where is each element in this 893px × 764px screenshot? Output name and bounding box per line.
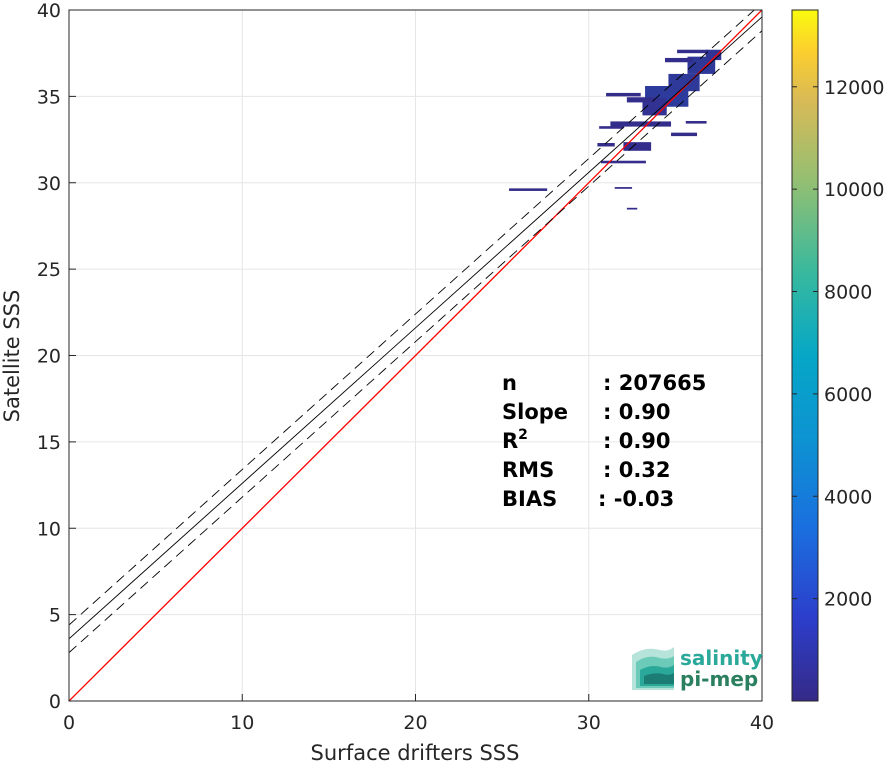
colorbar-tick-label: 12000	[824, 77, 884, 99]
density-cell	[705, 49, 722, 61]
colorbar-ticks: 2000 4000 6000 8000 10000 12000	[792, 77, 884, 611]
stat-value: : 207665	[603, 371, 706, 395]
x-axis-label: Surface drifters SSS	[311, 741, 520, 764]
colorbar-gradient	[791, 9, 819, 702]
statistics-box: n : 207665 Slope : 0.90 R2 : 0.90 RMS : 0.32 BIA…	[502, 371, 706, 511]
y-tick-label: 35	[37, 86, 61, 108]
stat-value: : -0.03	[598, 487, 674, 511]
density-cell	[685, 120, 707, 124]
x-tick-label: 30	[577, 712, 601, 734]
colorbar-tick-label: 10000	[824, 179, 884, 201]
x-tick-label: 40	[750, 712, 774, 734]
stat-label: R2	[502, 427, 528, 453]
density-cell	[597, 143, 615, 147]
density-cell	[599, 126, 624, 129]
stat-value: : 0.32	[603, 458, 671, 482]
lower-bound-line	[69, 30, 762, 653]
density-cell	[623, 142, 652, 151]
density-cell	[671, 132, 698, 137]
y-tick-label: 40	[37, 0, 61, 22]
x-tick-label: 0	[63, 712, 75, 734]
logo-line2: pi-mep	[680, 667, 758, 691]
colorbar-tick-label: 2000	[824, 589, 872, 611]
stat-value: : 0.90	[603, 400, 671, 424]
stat-label: BIAS	[502, 487, 557, 511]
stat-label: n	[502, 371, 517, 395]
y-tick-label: 20	[37, 346, 61, 368]
one-to-one-line	[69, 10, 762, 701]
stat-label: Slope	[502, 400, 568, 424]
density-cell	[626, 207, 638, 210]
y-axis-ticks: 0 5 10 15 20 25 30 35 40	[37, 0, 76, 713]
density-cell	[626, 97, 655, 103]
colorbar-tick-label: 4000	[824, 486, 872, 508]
upper-bound-line	[69, 10, 755, 626]
x-tick-label: 10	[230, 712, 254, 734]
y-tick-label: 5	[49, 605, 61, 627]
y-tick-label: 0	[49, 691, 61, 713]
regression-line	[69, 16, 762, 640]
logo-line1: salinity	[680, 646, 763, 670]
y-tick-label: 30	[37, 173, 61, 195]
stat-label: RMS	[502, 458, 554, 482]
wave-logo-icon	[632, 647, 674, 690]
stat-superscript: 2	[518, 427, 528, 443]
colorbar-tick-label: 8000	[824, 282, 872, 304]
density-cell	[614, 187, 633, 189]
y-tick-label: 15	[37, 432, 61, 454]
stat-value: : 0.90	[603, 429, 671, 453]
density-cells	[509, 49, 722, 210]
density-cell	[668, 73, 700, 92]
y-tick-label: 10	[37, 518, 61, 540]
density-cell	[509, 188, 548, 191]
density-cell	[610, 121, 672, 127]
reference-lines	[69, 10, 762, 701]
density-cell	[677, 49, 709, 54]
colorbar-tick-label: 6000	[824, 384, 872, 406]
y-axis-label: Satellite SSS	[0, 290, 24, 423]
x-axis-ticks: 0 10 20 30 40	[63, 694, 774, 734]
y-tick-label: 25	[37, 259, 61, 281]
density-cell	[606, 92, 641, 97]
salinity-pimep-logo: salinity pi-mep	[632, 646, 763, 691]
x-tick-label: 20	[403, 712, 427, 734]
density-cell	[687, 56, 716, 74]
density-cell	[600, 160, 646, 164]
colorbar: 2000 4000 6000 8000 10000 12000	[791, 9, 884, 702]
density-cell	[664, 57, 693, 63]
